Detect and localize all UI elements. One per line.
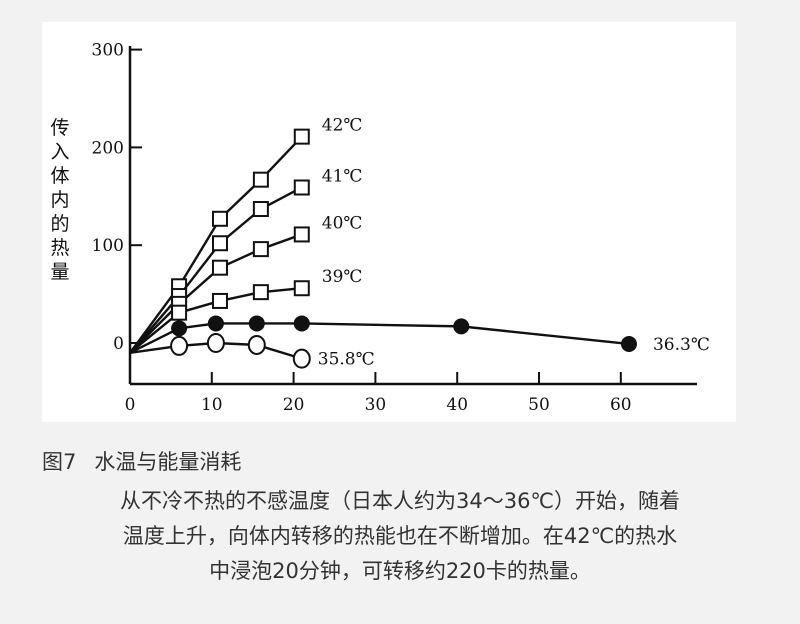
data-point xyxy=(252,171,269,188)
series-40℃: 40℃ xyxy=(129,213,363,354)
series-39℃: 39℃ xyxy=(129,267,363,354)
description-line: 中浸泡20分钟，可转移约220卡的热量。 xyxy=(209,559,591,583)
series-label: 36.3℃ xyxy=(653,335,710,355)
figure-caption: 图7 水温与能量消耗 xyxy=(42,446,241,476)
data-point xyxy=(206,333,225,353)
data-point xyxy=(293,315,310,332)
data-point xyxy=(248,315,265,332)
data-point xyxy=(252,284,269,301)
data-point xyxy=(293,280,310,297)
data-point xyxy=(211,210,228,227)
data-point xyxy=(292,348,311,369)
y-tick-label: 0 xyxy=(113,334,124,354)
description-line: 温度上升，向体内转移的热能也在不断增加。在42℃的热水 xyxy=(122,524,678,548)
y-axis-label-char: 传 xyxy=(50,117,69,139)
x-tick-label: 10 xyxy=(201,395,223,415)
y-tick-label: 100 xyxy=(92,236,124,256)
series-line xyxy=(129,322,630,354)
data-point xyxy=(293,179,310,196)
series-label: 42℃ xyxy=(322,116,363,136)
series-42℃: 42℃ xyxy=(129,116,363,354)
data-point xyxy=(171,320,188,337)
y-axis-label-char: 内 xyxy=(50,189,69,211)
series-label: 35.8℃ xyxy=(318,350,375,370)
figure-number: 图7 xyxy=(42,450,77,474)
y-tick-label: 300 xyxy=(92,41,124,61)
data-point xyxy=(211,235,228,252)
y-axis-label-char: 量 xyxy=(50,261,69,283)
data-point xyxy=(211,259,228,276)
data-point xyxy=(211,292,228,309)
x-tick-label: 50 xyxy=(528,395,550,415)
y-axis-label-char: 的 xyxy=(50,213,69,235)
series-35.8℃: 35.8℃ xyxy=(129,333,375,370)
data-point xyxy=(293,226,310,243)
data-point xyxy=(293,128,310,145)
data-point xyxy=(252,201,269,218)
series-label: 41℃ xyxy=(322,166,363,186)
x-tick-label: 30 xyxy=(365,395,387,415)
data-point xyxy=(207,315,224,332)
chart-figure: 0 100 200 300 0 10 20 30 40 50 60 传入体内的热量 42℃ 41℃ 40℃ 3… xyxy=(42,22,736,422)
x-tick-label: 0 xyxy=(125,395,136,415)
data-point xyxy=(247,334,266,355)
data-point xyxy=(171,304,188,321)
y-axis-label-char: 热 xyxy=(50,237,69,259)
figure-title: 水温与能量消耗 xyxy=(94,450,242,474)
y-axis-label-char: 体 xyxy=(50,165,69,187)
x-tick-label: 60 xyxy=(610,395,632,415)
y-tick-label: 200 xyxy=(92,138,124,158)
figure-description: 从不冷不热的不感温度（日本人约为34～36℃）开始，随着 温度上升，向体内转移的… xyxy=(40,484,760,589)
description-line: 从不冷不热的不感温度（日本人约为34～36℃）开始，随着 xyxy=(119,489,681,513)
data-point xyxy=(252,241,269,258)
y-axis-label-char: 入 xyxy=(50,141,69,163)
x-tick-label: 40 xyxy=(446,395,468,415)
series-36.3℃: 36.3℃ xyxy=(129,315,710,355)
series-label: 39℃ xyxy=(322,267,363,287)
series-label: 40℃ xyxy=(322,213,363,233)
data-point xyxy=(453,318,470,335)
data-point xyxy=(170,335,189,356)
x-tick-label: 20 xyxy=(283,395,305,415)
data-point xyxy=(620,335,637,352)
